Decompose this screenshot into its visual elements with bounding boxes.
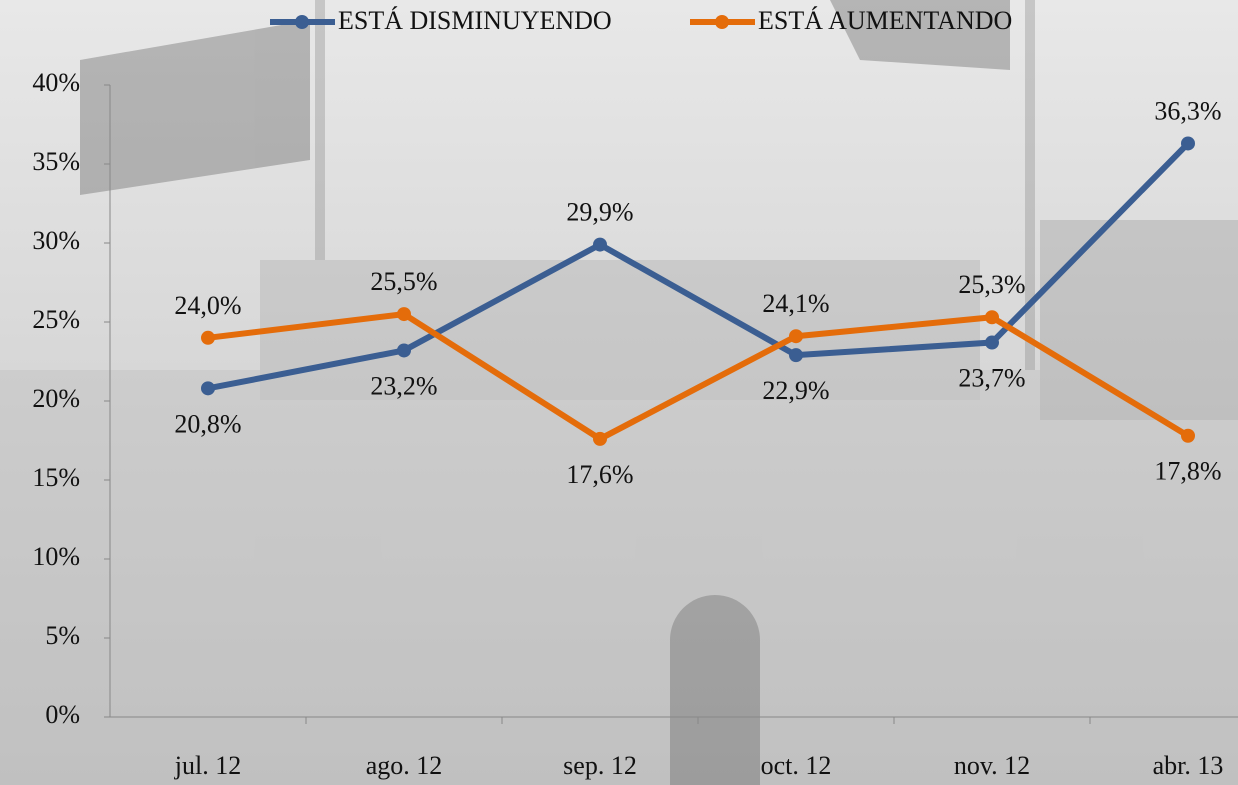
point (397, 307, 411, 322)
point (201, 330, 215, 345)
data-label: 24,1% (762, 289, 829, 318)
x-tick-label: oct. 12 (761, 751, 832, 780)
data-label: 20,8% (174, 409, 241, 438)
point (1181, 136, 1195, 151)
x-tick-label: sep. 12 (563, 751, 637, 780)
data-label: 23,7% (958, 364, 1025, 393)
data-label: 36,3% (1154, 96, 1221, 125)
data-label: 25,5% (370, 267, 437, 296)
x-tick-label: ago. 12 (366, 751, 443, 780)
point (1181, 428, 1195, 443)
line (207, 141, 1191, 392)
point (789, 329, 803, 344)
point (985, 310, 999, 325)
x-tick-label: abr. 13 (1153, 751, 1224, 780)
legend-label: ESTÁ AUMENTANDO (758, 6, 1012, 35)
point (593, 237, 607, 252)
point (397, 343, 411, 358)
legend-marker (295, 15, 309, 29)
data-label: 24,0% (174, 291, 241, 320)
point (201, 381, 215, 396)
point (789, 348, 803, 363)
data-label: 25,3% (958, 270, 1025, 299)
y-tick-label: 35% (32, 147, 80, 176)
y-tick-label: 5% (45, 621, 80, 650)
y-tick-label: 0% (45, 700, 80, 729)
legend-label: ESTÁ DISMINUYENDO (338, 6, 612, 35)
x-tick-label: jul. 12 (174, 751, 241, 780)
data-label: 29,9% (566, 198, 633, 227)
y-tick-label: 15% (32, 463, 80, 492)
legend-marker (715, 15, 729, 29)
y-tick-label: 20% (32, 384, 80, 413)
y-tick-label: 25% (32, 305, 80, 334)
data-label: 23,2% (370, 371, 437, 400)
data-label: 17,6% (566, 460, 633, 489)
y-tick-label: 30% (32, 226, 80, 255)
point (593, 431, 607, 446)
data-label: 17,8% (1154, 457, 1221, 486)
x-tick-label: nov. 12 (954, 751, 1030, 780)
y-tick-label: 40% (32, 68, 80, 97)
y-tick-label: 10% (32, 542, 80, 571)
line (207, 311, 1190, 442)
point (985, 335, 999, 350)
data-label: 22,9% (762, 376, 829, 405)
